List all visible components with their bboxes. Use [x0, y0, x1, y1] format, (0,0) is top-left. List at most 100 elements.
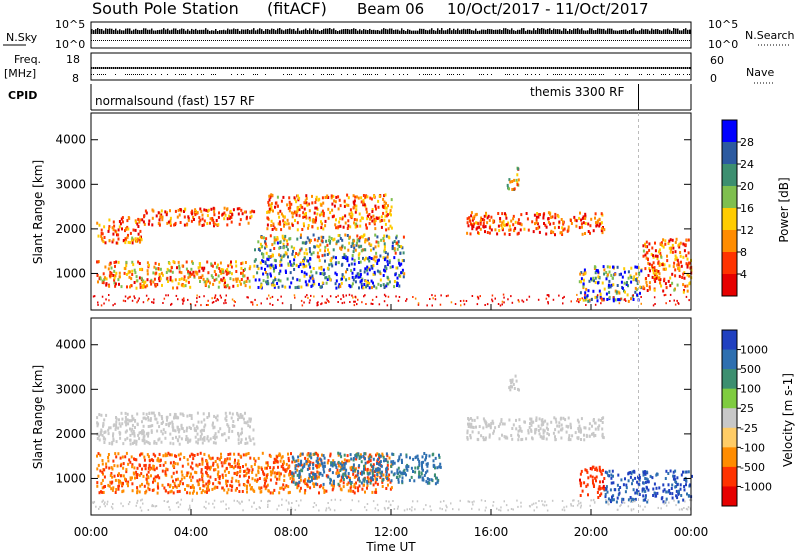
heat-cell: [156, 429, 159, 433]
heat-cell: [363, 477, 366, 481]
heat-cell: [125, 260, 128, 264]
heat-cell: [605, 271, 608, 274]
heat-cell: [334, 463, 337, 467]
heat-cell: [147, 431, 150, 435]
colorbar-tick-label: 100: [740, 383, 761, 396]
heat-cell: [143, 458, 146, 462]
heat-cell: [274, 278, 277, 282]
heat-cell: [561, 500, 564, 502]
heat-cell: [350, 269, 353, 273]
heat-cell: [186, 426, 188, 430]
heat-cell: [329, 211, 332, 215]
heat-cell: [396, 247, 399, 251]
heat-cell: [676, 299, 678, 302]
heat-cell: [172, 260, 175, 264]
heat-cell: [305, 194, 308, 198]
heat-cell: [124, 479, 127, 483]
heat-cell: [363, 467, 365, 471]
heat-cell: [148, 263, 150, 267]
heat-cell: [508, 224, 511, 228]
heat-cell: [385, 228, 388, 232]
heat-cell: [309, 461, 312, 465]
heat-cell: [107, 432, 110, 436]
heat-cell: [140, 276, 143, 280]
heat-cell: [112, 432, 115, 436]
heat-cell: [347, 481, 350, 485]
heat-cell: [294, 470, 297, 474]
heat-cell: [644, 480, 647, 484]
heat-cell: [542, 435, 545, 439]
heat-cell: [337, 261, 340, 265]
heat-cell: [319, 463, 322, 467]
heat-cell: [158, 274, 161, 278]
heat-cell: [177, 439, 180, 443]
heat-cell: [148, 219, 151, 223]
heat-cell: [180, 498, 182, 501]
heat-cell: [296, 237, 299, 241]
heat-cell: [426, 477, 429, 481]
heat-cell: [263, 473, 266, 477]
heat-cell: [229, 262, 232, 266]
heat-cell: [124, 438, 127, 442]
heat-cell: [246, 420, 249, 424]
heat-cell: [445, 295, 448, 298]
heat-cell: [265, 476, 268, 480]
heat-cell: [360, 216, 363, 220]
heat-cell: [608, 290, 611, 294]
heat-cell: [138, 490, 141, 494]
heat-cell: [134, 419, 136, 423]
heat-cell: [131, 241, 134, 245]
heat-cell: [517, 505, 519, 508]
heat-cell: [269, 248, 272, 252]
heat-cell: [332, 194, 335, 198]
heat-cell: [599, 419, 602, 422]
heat-cell: [93, 295, 96, 298]
heat-cell: [257, 240, 260, 244]
heat-cell: [316, 457, 319, 460]
heat-cell: [634, 265, 637, 269]
heat-cell: [223, 285, 226, 289]
heat-cell: [349, 466, 352, 470]
heat-cell: [244, 267, 246, 271]
heat-cell: [528, 426, 531, 429]
heat-cell: [599, 486, 602, 490]
heat-cell: [207, 454, 210, 458]
heat-cell: [369, 455, 372, 459]
heat-cell: [107, 459, 110, 463]
heat-cell: [501, 221, 504, 225]
heat-cell: [535, 416, 538, 420]
heat-cell: [434, 456, 437, 460]
heat-cell: [337, 464, 340, 468]
heat-cell: [287, 501, 290, 504]
heat-cell: [379, 219, 382, 223]
heat-cell: [120, 411, 123, 415]
heat-cell: [297, 482, 300, 486]
heat-cell: [206, 209, 209, 213]
heat-cell: [292, 249, 294, 253]
heat-cell: [316, 453, 319, 457]
heat-cell: [112, 232, 115, 236]
heat-cell: [358, 464, 361, 468]
heat-cell: [554, 428, 557, 432]
heat-cell: [512, 423, 515, 427]
heat-cell: [362, 194, 365, 197]
heat-cell: [262, 272, 265, 276]
heat-cell: [111, 488, 114, 492]
heat-cell: [385, 487, 388, 490]
heat-cell: [293, 255, 296, 259]
heat-cell: [133, 295, 135, 298]
heat-cell: [109, 426, 112, 430]
heat-cell: [401, 476, 404, 480]
heat-cell: [315, 218, 317, 222]
heat-cell: [126, 225, 129, 229]
heat-cell: [634, 491, 637, 495]
heat-cell: [273, 238, 276, 242]
heat-cell: [170, 453, 173, 457]
heat-cell: [220, 461, 223, 465]
heat-cell: [100, 413, 103, 417]
heat-cell: [505, 216, 508, 220]
heat-cell: [171, 270, 174, 274]
heat-cell: [204, 423, 207, 427]
heat-cell: [664, 239, 667, 243]
heat-cell: [191, 485, 194, 489]
